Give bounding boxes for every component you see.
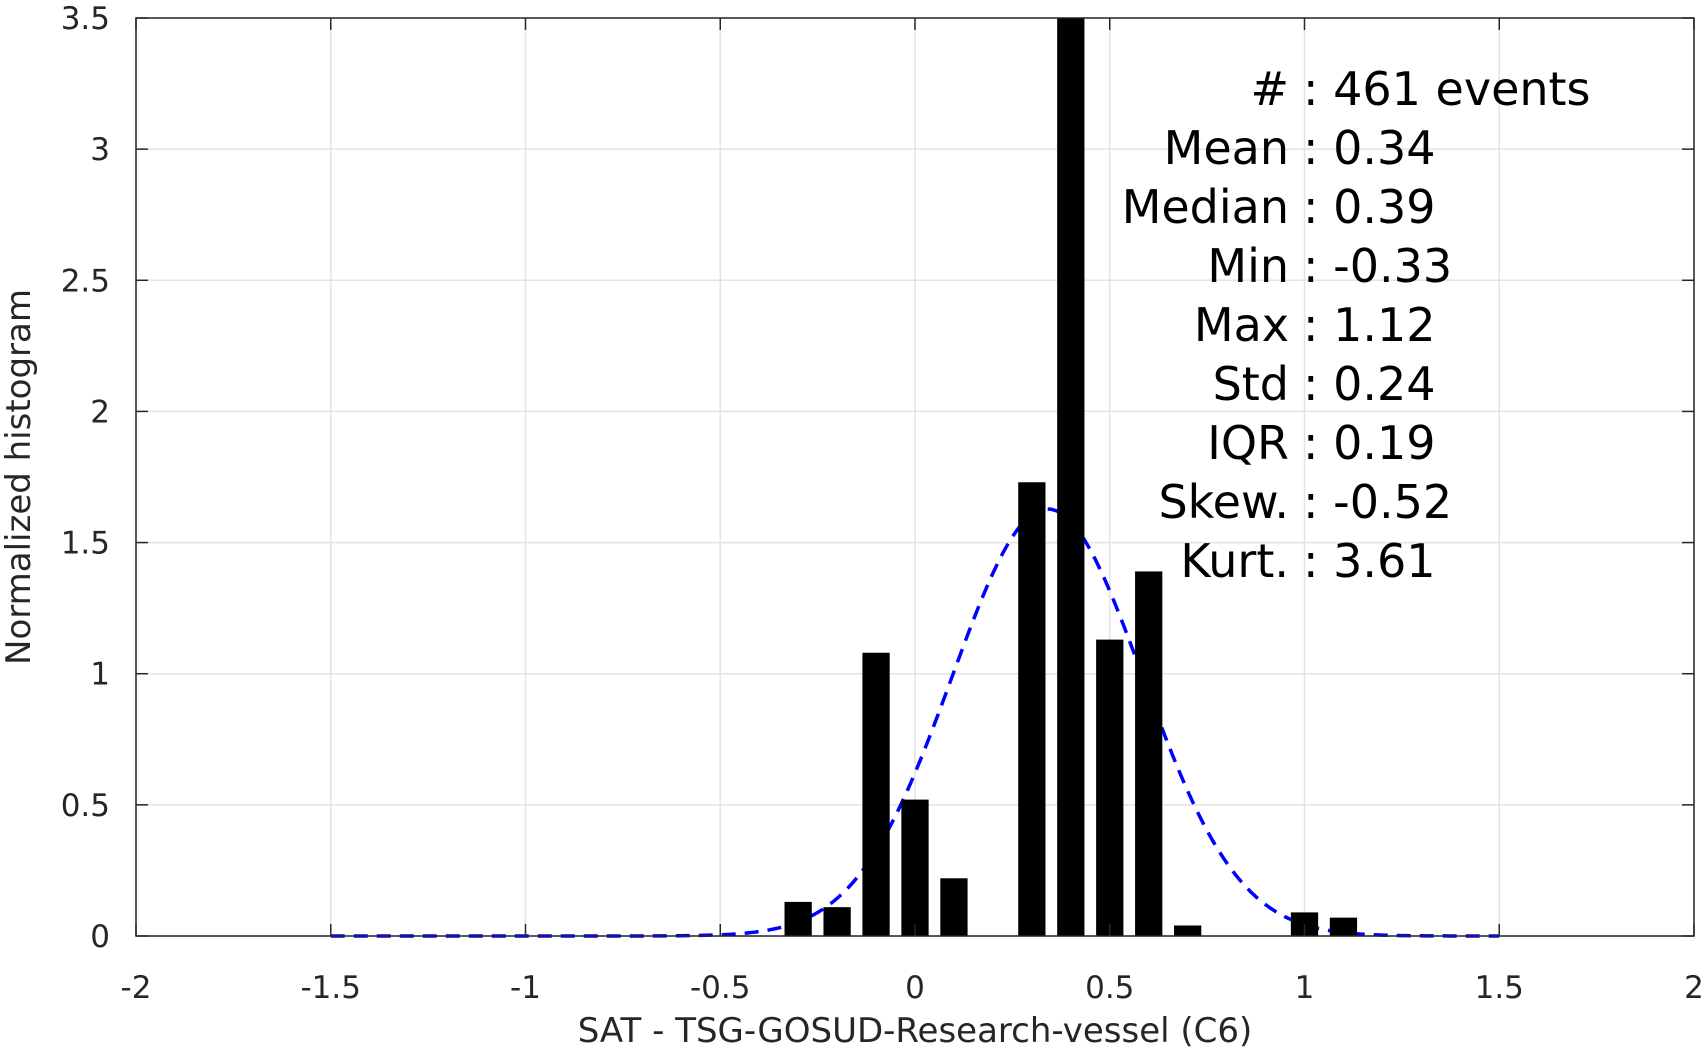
histogram-bar <box>784 901 812 936</box>
y-tick-label: 2 <box>90 394 110 430</box>
stat-name: Kurt. <box>1180 534 1289 588</box>
stat-value: : 1.12 <box>1303 298 1436 352</box>
histogram-bar <box>862 652 890 936</box>
y-tick-label: 2.5 <box>61 263 110 299</box>
statistics-box: # : 461 events Mean : 0.34 Median : 0.39 Min : … <box>1122 62 1591 588</box>
stat-name: Max <box>1194 298 1289 352</box>
histogram-bar <box>1135 571 1163 936</box>
stat-name: IQR <box>1207 416 1289 470</box>
x-tick-label: 0 <box>905 970 925 1006</box>
y-tick-label: 1 <box>90 657 110 693</box>
grid-lines <box>135 17 1695 937</box>
histogram-bar <box>1018 482 1046 936</box>
y-tick-label: 3.5 <box>61 1 110 37</box>
x-tick-label: 2 <box>1684 970 1703 1006</box>
histogram-bar <box>901 799 929 936</box>
stat-value: : 461 events <box>1303 62 1591 116</box>
stat-name: Min <box>1207 239 1289 293</box>
x-tick-label: -0.5 <box>690 970 751 1006</box>
stat-value: : -0.52 <box>1303 475 1452 529</box>
x-tick-label: 1.5 <box>1475 970 1524 1006</box>
axis-ticks: -2 -1.5 -1 -0.5 0 0.5 1 1.5 2 0 0.5 1 1.5 2 2.5 3 3.5 <box>61 1 1703 1006</box>
stat-value: : 0.24 <box>1303 357 1436 411</box>
x-tick-label: 1 <box>1295 970 1315 1006</box>
stat-name: Mean <box>1164 121 1289 175</box>
stat-name: Median <box>1122 180 1289 234</box>
stat-value: : -0.33 <box>1303 239 1452 293</box>
y-axis-label: Normalized histogram <box>0 289 39 665</box>
stat-value: : 0.19 <box>1303 416 1436 470</box>
y-tick-label: 0.5 <box>61 788 110 824</box>
stat-name: # <box>1250 62 1289 116</box>
y-tick-label: 3 <box>90 132 110 168</box>
y-tick-label: 0 <box>90 919 110 955</box>
histogram-bar <box>823 907 851 936</box>
stat-name: Skew. <box>1158 475 1289 529</box>
histogram-bar <box>1174 925 1202 936</box>
stat-value: : 0.34 <box>1303 121 1436 175</box>
x-axis-label: SAT - TSG-GOSUD-Research-vessel (C6) <box>578 1011 1253 1051</box>
stat-value: : 0.39 <box>1303 180 1436 234</box>
x-tick-label: 0.5 <box>1085 970 1134 1006</box>
stat-name: Std <box>1213 357 1289 411</box>
x-tick-label: -1.5 <box>301 970 362 1006</box>
x-tick-label: -1 <box>510 970 541 1006</box>
histogram-bar <box>1057 18 1085 936</box>
y-tick-label: 1.5 <box>61 526 110 562</box>
stat-value: : 3.61 <box>1303 534 1436 588</box>
histogram-bar <box>1096 639 1124 936</box>
histogram-bars <box>784 18 1358 936</box>
histogram-bar <box>1329 917 1358 936</box>
histogram-bar <box>940 878 968 936</box>
x-tick-label: -2 <box>121 970 152 1006</box>
